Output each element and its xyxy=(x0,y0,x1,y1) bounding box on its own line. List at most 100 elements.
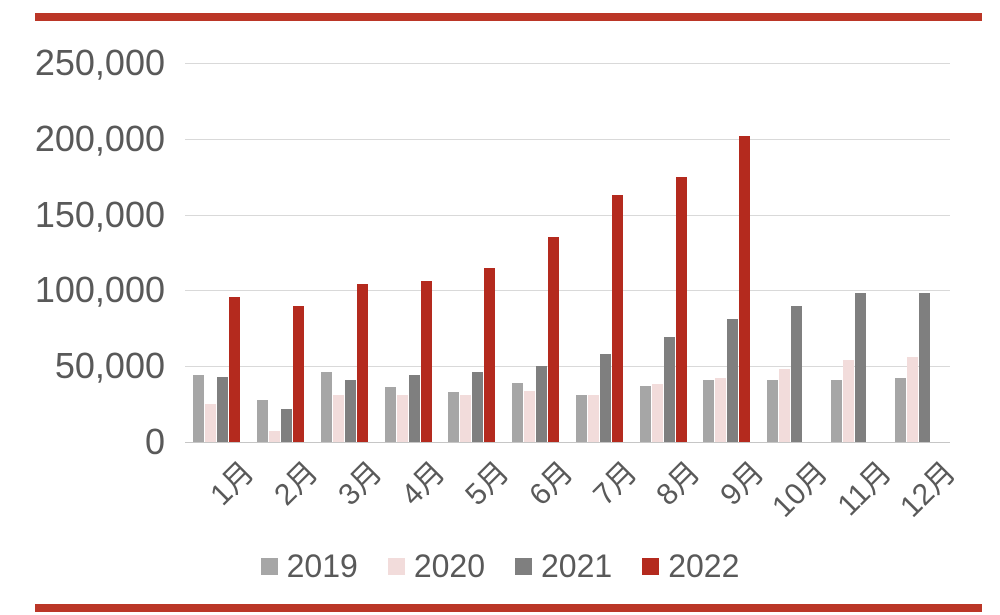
gridline xyxy=(185,63,950,64)
bar-2022-m8 xyxy=(675,176,687,442)
legend-item-2020: 2020 xyxy=(387,548,485,584)
bar-2021-m6 xyxy=(536,366,548,442)
bar-2022-m6 xyxy=(548,237,560,442)
bar-group-m5 xyxy=(440,63,504,442)
bar-2020-m6 xyxy=(524,390,536,442)
x-tick-label-m7: 7月 xyxy=(586,455,644,512)
y-tick-label: 0 xyxy=(144,421,165,462)
bar-group-m11 xyxy=(823,63,887,442)
bar-group-m3 xyxy=(313,63,377,442)
bar-group-m8 xyxy=(631,63,695,442)
bar-2020-m2 xyxy=(269,431,281,442)
y-tick-label: 100,000 xyxy=(34,269,165,311)
bar-2020-m4 xyxy=(396,395,408,442)
bar-group-m4 xyxy=(376,63,440,442)
bar-2020-m1 xyxy=(205,404,217,442)
bar-2019-m10 xyxy=(767,379,779,442)
bar-2022-m3 xyxy=(356,284,368,442)
bar-group-m7 xyxy=(568,63,632,442)
legend-label-2021: 2021 xyxy=(541,548,613,584)
legend: 2019 2020 2021 2022 xyxy=(0,548,1000,584)
bar-2019-m7 xyxy=(575,395,587,442)
x-tick-label-m11: 11月 xyxy=(831,455,899,523)
bar-2022-m2 xyxy=(293,305,305,442)
legend-swatch-2020 xyxy=(387,557,405,575)
legend-swatch-2022 xyxy=(642,557,660,575)
y-tick-label: 150,000 xyxy=(34,193,165,235)
legend-label-2022: 2022 xyxy=(668,548,740,584)
bar-2021-m4 xyxy=(408,375,420,442)
legend-item-2019: 2019 xyxy=(260,548,358,584)
x-tick-label-m5: 5月 xyxy=(459,455,516,512)
bar-2019-m1 xyxy=(193,375,205,442)
bar-group-m10 xyxy=(759,63,823,442)
legend-swatch-2021 xyxy=(515,557,532,575)
bar-2021-m9 xyxy=(727,319,739,442)
gridline xyxy=(185,138,950,140)
bar-2021-m12 xyxy=(918,293,930,442)
y-tick-label: 250,000 xyxy=(34,42,165,83)
legend-label-2020: 2020 xyxy=(413,548,485,584)
plot-area xyxy=(185,63,950,443)
bar-2019-m9 xyxy=(703,379,715,442)
y-tick-label: 200,000 xyxy=(34,117,165,159)
legend-label-2019: 2019 xyxy=(286,548,358,584)
bar-2020-m12 xyxy=(906,357,918,442)
x-tick-label-m2: 2月 xyxy=(268,455,325,512)
bar-2021-m8 xyxy=(663,337,675,442)
bar-2020-m3 xyxy=(332,395,344,442)
bar-2019-m3 xyxy=(320,372,332,442)
bar-2021-m11 xyxy=(854,293,866,442)
bar-groups xyxy=(185,63,950,442)
bar-2022-m5 xyxy=(484,267,496,442)
legend-item-2021: 2021 xyxy=(515,548,612,584)
bar-2020-m9 xyxy=(715,378,727,442)
bar-2019-m8 xyxy=(639,385,651,442)
bar-2021-m5 xyxy=(472,372,484,442)
x-tick-label-m12: 12月 xyxy=(893,455,963,524)
bar-2019-m4 xyxy=(384,387,396,442)
bottom-divider xyxy=(35,604,982,612)
bar-2021-m7 xyxy=(599,354,611,442)
bar-2019-m6 xyxy=(512,382,524,442)
gridline xyxy=(185,366,950,368)
x-tick-label-m6: 6月 xyxy=(523,455,580,512)
bar-group-m1 xyxy=(185,63,249,442)
bar-group-m2 xyxy=(249,63,313,442)
bar-group-m12 xyxy=(886,63,950,442)
bar-2022-m9 xyxy=(739,135,751,442)
bar-2020-m11 xyxy=(842,360,854,442)
bar-2020-m5 xyxy=(460,395,472,442)
bar-2021-m10 xyxy=(791,305,803,442)
x-tick-label-m3: 3月 xyxy=(331,455,389,512)
bar-2019-m11 xyxy=(830,379,842,442)
bar-2021-m1 xyxy=(217,376,229,442)
x-tick-label-m8: 8月 xyxy=(650,455,708,512)
gridline xyxy=(185,442,950,443)
bar-2019-m12 xyxy=(894,378,906,442)
bar-group-m9 xyxy=(695,63,759,442)
bar-2021-m2 xyxy=(281,408,293,442)
bar-2021-m3 xyxy=(344,379,356,442)
y-tick-label: 50,000 xyxy=(54,345,165,387)
top-divider xyxy=(35,13,982,21)
x-tick-label-m9: 9月 xyxy=(714,455,771,512)
legend-item-2022: 2022 xyxy=(642,548,739,584)
x-tick-label-m4: 4月 xyxy=(395,455,453,512)
bar-2019-m5 xyxy=(448,392,460,442)
bar-2020-m8 xyxy=(651,384,663,442)
bar-2022-m1 xyxy=(229,296,241,442)
bar-group-m6 xyxy=(504,63,568,442)
x-tick-label-m10: 10月 xyxy=(766,455,835,524)
bar-2022-m7 xyxy=(611,194,623,442)
gridline xyxy=(185,214,950,216)
bar-2019-m2 xyxy=(257,399,269,442)
legend-swatch-2019 xyxy=(260,557,278,575)
bar-2020-m7 xyxy=(587,395,599,442)
gridline xyxy=(185,290,950,292)
x-tick-label-m1: 1月 xyxy=(204,455,261,512)
bar-2020-m10 xyxy=(779,369,791,442)
bar-2022-m4 xyxy=(420,281,432,442)
